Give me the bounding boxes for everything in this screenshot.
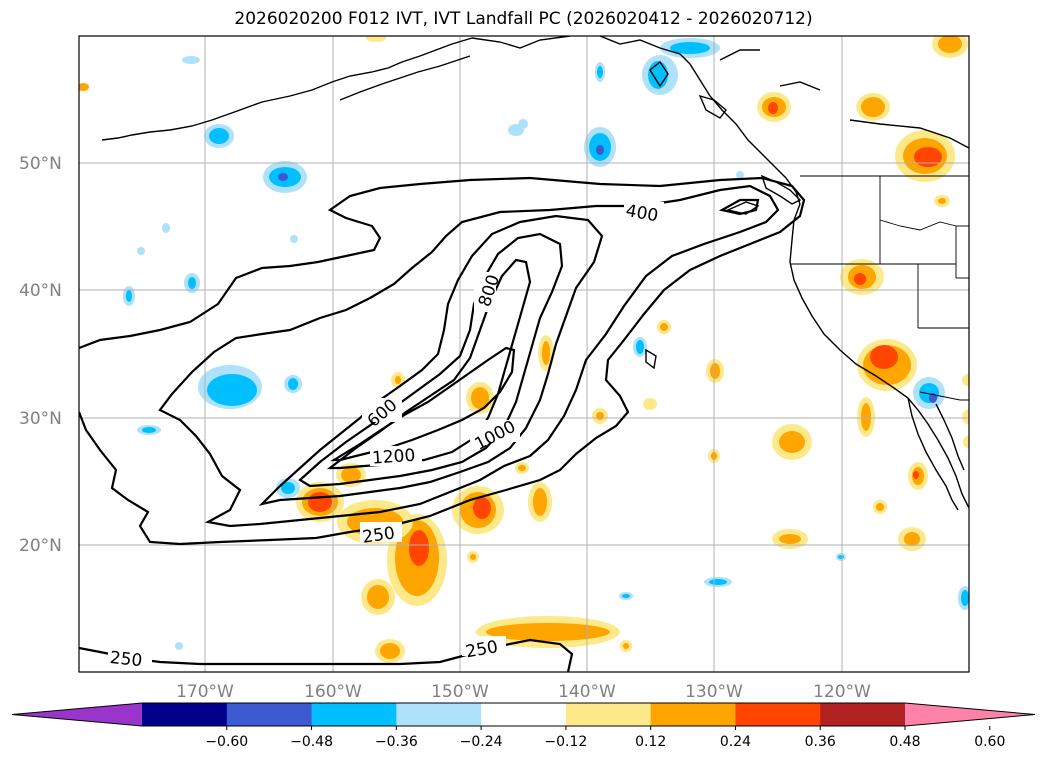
colorbar-tick-label: −0.60: [205, 734, 248, 750]
ivt-contour-1000: [326, 258, 532, 470]
map-frame: [78, 35, 970, 673]
colorbar-segment: [820, 703, 906, 726]
colorbar-tick-label: 0.60: [974, 734, 1005, 750]
contour-label-250-west: 250: [109, 648, 143, 671]
contour-label-group: 400 800 600 1000 1200 250 250 250: [108, 201, 664, 671]
colorbar-tick-label: −0.12: [544, 734, 587, 750]
colorbar-segment: [311, 703, 397, 726]
lat-label-40n: 40°N: [19, 281, 62, 301]
lon-label-120w: 120°W: [813, 682, 871, 702]
colorbar-tick-label: −0.48: [290, 734, 333, 750]
longitude-labels: 170°W 160°W 150°W 140°W 130°W 120°W: [176, 682, 871, 702]
colorbar-segment: [226, 703, 313, 726]
colorbar-outline: [11, 702, 1036, 727]
lon-label-170w: 170°W: [176, 682, 234, 702]
colorbar-extend-max: [905, 703, 1035, 726]
lon-label-130w: 130°W: [685, 682, 743, 702]
chart-title: 2026020200 F012 IVT, IVT Landfall PC (20…: [234, 9, 813, 29]
contour-label-250: 250: [361, 523, 396, 547]
lat-label-20n: 20°N: [19, 536, 62, 556]
lon-label-150w: 150°W: [431, 682, 489, 702]
ivt-contour-250: [79, 176, 806, 546]
borders: [790, 36, 969, 401]
colorbar-segment: [396, 703, 482, 726]
colorbar-tick-label: 0.48: [889, 734, 920, 750]
coastlines: [101, 36, 969, 511]
colorbar-segment: [735, 703, 821, 726]
ivt-contour-400: [158, 184, 780, 528]
latitude-labels: 50°N 40°N 30°N 20°N: [19, 154, 62, 556]
lat-label-50n: 50°N: [19, 154, 62, 174]
lon-label-140w: 140°W: [558, 682, 616, 702]
colorbar-tick-label: 0.12: [635, 734, 666, 750]
lon-label-160w: 160°W: [304, 682, 362, 702]
colorbar-tick-label: −0.24: [460, 734, 503, 750]
colorbar-segment: [650, 703, 736, 726]
colorbar: −0.60 −0.48 −0.36 −0.24 −0.12 0.12 0.24 0.36 0.4…: [11, 702, 1036, 750]
colorbar-segment: [142, 703, 228, 726]
map-area: 400 800 600 1000 1200 250 250 250: [79, 36, 969, 672]
colorbar-tick-label: 0.36: [805, 734, 836, 750]
colorbar-tick-label: −0.36: [375, 734, 418, 750]
colorbar-segment: [565, 703, 652, 726]
colorbar-tick-label: 0.24: [720, 734, 751, 750]
lat-label-30n: 30°N: [19, 409, 62, 429]
colorbar-extend-min: [12, 703, 142, 726]
colorbar-segment: [481, 703, 567, 726]
ivt-contour-800: [298, 232, 564, 488]
contour-label-1200: 1200: [371, 446, 416, 469]
